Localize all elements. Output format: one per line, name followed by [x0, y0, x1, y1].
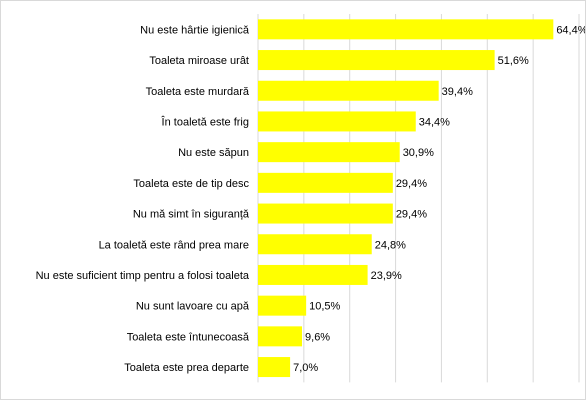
data-label: 29,4%: [396, 209, 427, 221]
bar: [258, 326, 303, 347]
bars: [258, 19, 554, 378]
data-label: 51,6%: [498, 55, 529, 67]
data-label: 9,6%: [305, 331, 330, 343]
data-label: 64,4%: [556, 24, 585, 36]
bar: [258, 234, 372, 255]
category-label: Toaleta este murdară: [146, 86, 250, 98]
data-label: 34,4%: [419, 116, 450, 128]
category-label: În toaletă este frig: [161, 115, 249, 128]
data-label: 7,0%: [293, 362, 318, 374]
bar: [258, 295, 307, 316]
data-labels: 64,4% 51,6% 39,4% 34,4% 30,9% 29,4% 29,4% 24,8%…: [293, 24, 586, 374]
bar: [258, 357, 291, 378]
gridlines: [257, 14, 580, 383]
bar: [258, 203, 393, 224]
data-label: 29,4%: [396, 178, 427, 190]
data-label: 24,8%: [375, 239, 406, 251]
category-label: Nu mă simt în siguranță: [133, 209, 250, 221]
data-label: 10,5%: [309, 301, 340, 313]
category-label: Nu este suficient timp pentru a folosi t…: [36, 270, 250, 282]
bar: [258, 111, 416, 132]
bar: [258, 172, 393, 193]
category-label: Toaleta este întunecoasă: [127, 331, 250, 343]
bar: [258, 19, 554, 40]
category-label: Nu este săpun: [178, 147, 249, 159]
category-label: Toaleta este prea departe: [124, 362, 249, 374]
category-label: La toaletă este rând prea mare: [99, 239, 249, 251]
category-label: Nu este hârtie igienică: [140, 24, 250, 36]
bar: [258, 80, 439, 101]
bar: [258, 264, 368, 285]
data-label: 30,9%: [403, 147, 434, 159]
category-label: Toaleta miroase urât: [149, 55, 249, 67]
data-label: 23,9%: [371, 270, 402, 282]
data-label: 39,4%: [442, 86, 473, 98]
category-label: Nu sunt lavoare cu apă: [136, 301, 250, 313]
bar: [258, 142, 400, 163]
category-labels: Nu este hârtie igienică Toaleta miroase u…: [36, 24, 250, 374]
category-label: Toaleta este de tip desc: [133, 178, 249, 190]
bar: [258, 50, 495, 71]
